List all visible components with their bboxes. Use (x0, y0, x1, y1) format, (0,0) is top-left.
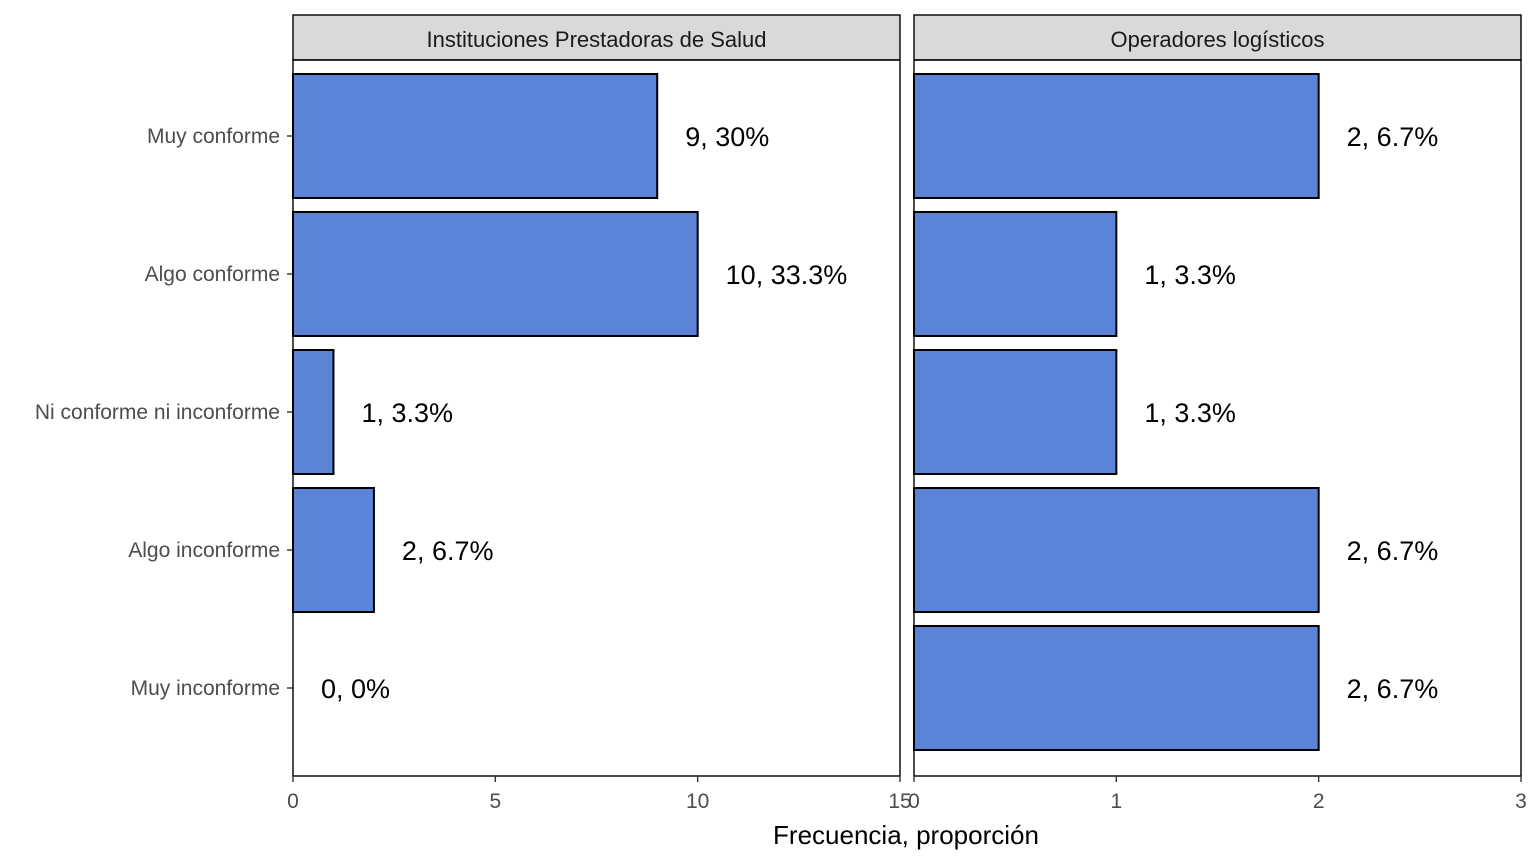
chart-panels: Instituciones Prestadoras de Salud 9, 30%… (287, 14, 1527, 813)
bar (292, 349, 335, 475)
data-label: 2, 6.7% (1347, 674, 1439, 704)
data-label: 9, 30% (685, 122, 769, 152)
x-tick-label: 0 (287, 790, 299, 813)
panel-frame (292, 59, 901, 777)
panel-1: Instituciones Prestadoras de Salud 9, 30%… (287, 14, 912, 813)
panel-strip (913, 14, 1522, 61)
category-label: Ni conforme ni inconforme (35, 401, 280, 424)
panel-strip (292, 14, 901, 61)
category-axis-labels: Muy conforme Algo conforme Ni conforme ni … (35, 125, 293, 700)
bar (292, 73, 659, 199)
bar (913, 73, 1320, 199)
bar (913, 211, 1118, 337)
x-tick-label: 5 (489, 790, 501, 813)
x-tick-label: 2 (1313, 790, 1325, 813)
data-label: 1, 3.3% (361, 398, 453, 428)
data-label: 0, 0% (321, 674, 390, 704)
x-tick-label: 3 (1515, 790, 1527, 813)
category-label: Muy conforme (147, 125, 280, 148)
panel-2: Operadores logísticos 2, 6.7% 1, 3.3% 1, 3.… (908, 14, 1527, 813)
panel-title: Instituciones Prestadoras de Salud (427, 27, 767, 52)
data-label: 2, 6.7% (402, 536, 494, 566)
bar (913, 487, 1320, 613)
panel-title: Operadores logísticos (1111, 27, 1325, 52)
bar (913, 625, 1320, 751)
x-tick-label: 0 (908, 790, 920, 813)
data-label: 2, 6.7% (1347, 122, 1439, 152)
bar (913, 349, 1118, 475)
category-label: Algo inconforme (128, 539, 280, 562)
data-label: 2, 6.7% (1347, 536, 1439, 566)
data-label: 1, 3.3% (1144, 398, 1236, 428)
x-tick-label: 1 (1110, 790, 1122, 813)
data-label: 1, 3.3% (1144, 260, 1236, 290)
x-tick-label: 15 (888, 790, 911, 813)
x-tick-label: 10 (686, 790, 709, 813)
bar (292, 211, 699, 337)
bar (292, 487, 375, 613)
panel-frame (913, 59, 1522, 777)
category-label: Algo conforme (145, 263, 280, 286)
category-label: Muy inconforme (131, 677, 280, 700)
data-label: 10, 33.3% (726, 260, 848, 290)
x-axis-title: Frecuencia, proporción (773, 820, 1039, 850)
